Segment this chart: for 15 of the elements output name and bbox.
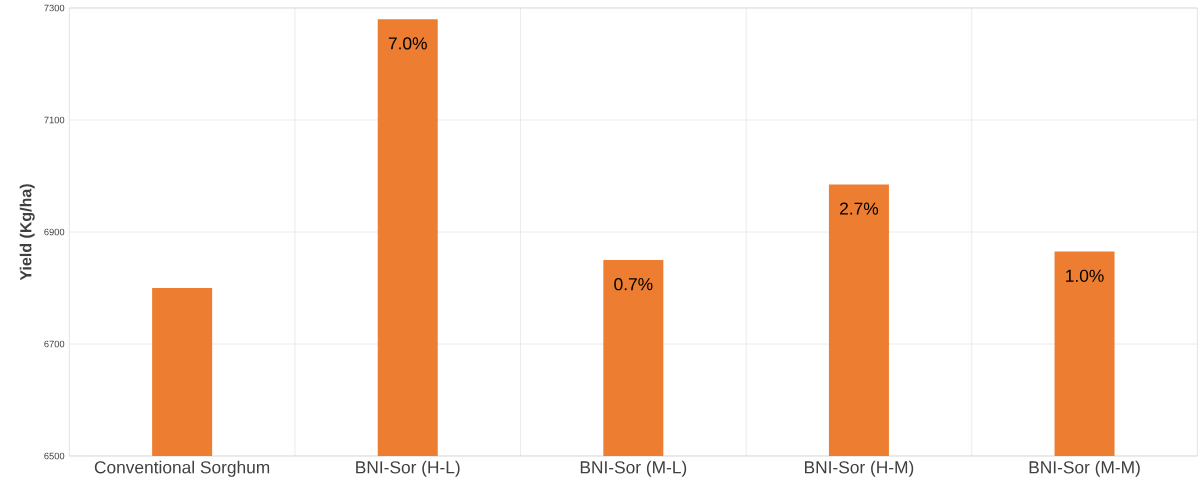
x-tick-label: Conventional Sorghum (94, 460, 270, 477)
x-tick-label: BNI-Sor (M-M) (1029, 460, 1140, 477)
annotation: 2.7% (840, 202, 879, 215)
annotation: 7.0% (388, 37, 427, 50)
x-tick-label: BNI-Sor (H-M) (804, 460, 914, 477)
x-tick-label: BNI-Sor (H-L) (356, 460, 460, 477)
y-tick-label: 6700 (44, 340, 65, 348)
y-tick-label: 7100 (44, 116, 65, 124)
y-tick-label: 6500 (44, 452, 65, 460)
y-tick-label: 6900 (44, 228, 65, 236)
y-tick-label: 7300 (44, 4, 65, 12)
annotation: 0.7% (614, 278, 653, 291)
annotation: 1.0% (1066, 269, 1104, 282)
y-axis-title: Yield (Kg/ha) (19, 184, 35, 281)
x-tick-label: BNI-Sor (M-L) (580, 460, 687, 477)
